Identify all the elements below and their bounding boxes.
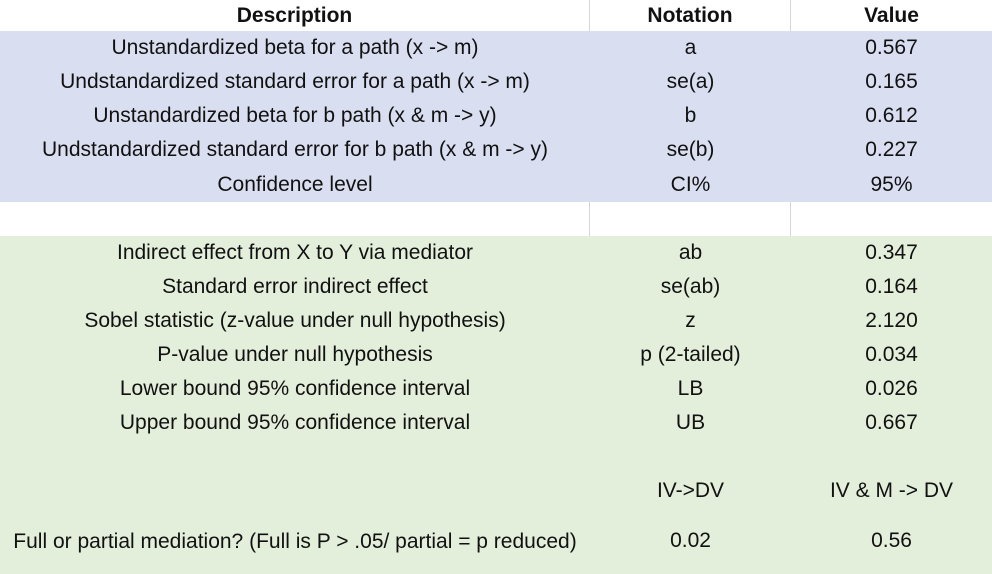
cell-value[interactable]: 0.347 — [865, 241, 918, 264]
cell-description[interactable]: Unstandardized beta for a path (x -> m) — [111, 36, 479, 59]
mediation-col-iv-m-dv-header[interactable]: IV & M -> DV — [829, 479, 954, 502]
empty-row — [0, 202, 992, 236]
empty-cell[interactable] — [0, 440, 590, 474]
table-row: Undstandardized standard error for b pat… — [0, 133, 992, 167]
table-row: Undstandardized standard error for a pat… — [0, 65, 992, 99]
empty-cell[interactable] — [0, 474, 590, 508]
table-row: Confidence level CI% 95% — [0, 167, 992, 202]
mediation-iv-m-dv-value[interactable]: 0.56 — [871, 529, 912, 552]
cell-description[interactable]: Indirect effect from X to Y via mediator — [116, 241, 473, 264]
cell-notation[interactable]: CI% — [670, 172, 711, 196]
cell-description[interactable]: Confidence level — [217, 172, 373, 196]
cell-notation[interactable]: b — [684, 104, 697, 127]
table-row: Sobel statistic (z-value under null hypo… — [0, 304, 992, 338]
cell-description[interactable]: Lower bound 95% confidence interval — [119, 377, 471, 400]
empty-cell[interactable] — [0, 202, 590, 236]
cell-description[interactable]: Upper bound 95% confidence interval — [119, 411, 471, 434]
table-row: Indirect effect from X to Y via mediator… — [0, 236, 992, 270]
cell-value[interactable]: 0.164 — [865, 275, 918, 298]
header-value[interactable]: Value — [864, 3, 919, 27]
cell-notation[interactable]: LB — [677, 377, 704, 400]
header-description[interactable]: Description — [0, 0, 590, 31]
mediation-iv-dv-value[interactable]: 0.02 — [670, 529, 711, 552]
cell-description[interactable]: Undstandardized standard error for a pat… — [60, 70, 530, 93]
cell-notation[interactable]: ab — [678, 241, 703, 264]
cell-value[interactable]: 0.026 — [865, 377, 918, 400]
cell-notation[interactable]: se(b) — [666, 138, 715, 161]
cell-description[interactable]: Standard error indirect effect — [162, 275, 428, 298]
table-row: Unstandardized beta for a path (x -> m) … — [0, 31, 992, 65]
mediation-header-row: IV->DV IV & M -> DV — [0, 474, 992, 508]
empty-cell[interactable] — [791, 202, 992, 236]
cell-description[interactable]: Sobel statistic (z-value under null hypo… — [84, 309, 506, 332]
cell-value[interactable]: 0.612 — [865, 104, 918, 127]
cell-value[interactable]: 0.667 — [865, 411, 918, 434]
cell-description[interactable]: Unstandardized beta for b path (x & m ->… — [93, 104, 497, 127]
cell-value[interactable]: 0.165 — [865, 70, 918, 93]
table-row: Standard error indirect effect se(ab) 0.… — [0, 270, 992, 304]
cell-notation[interactable]: z — [685, 309, 696, 332]
empty-cell[interactable] — [590, 440, 791, 474]
cell-notation[interactable]: p (2-tailed) — [640, 343, 741, 366]
cell-value[interactable]: 0.227 — [865, 138, 918, 161]
cell-notation[interactable]: a — [684, 36, 697, 59]
mediation-question[interactable]: Full or partial mediation? (Full is P > … — [13, 529, 577, 553]
header-notation[interactable]: Notation — [590, 0, 791, 31]
cell-notation[interactable]: UB — [675, 411, 706, 434]
mediation-row: Full or partial mediation? (Full is P > … — [0, 508, 992, 574]
mediation-col-iv-dv-header[interactable]: IV->DV — [656, 479, 725, 502]
empty-cell[interactable] — [590, 202, 791, 236]
header-row: Description Notation Value — [0, 0, 992, 31]
cell-value[interactable]: 0.034 — [865, 343, 918, 366]
table-row: Unstandardized beta for b path (x & m ->… — [0, 99, 992, 133]
table-row: Lower bound 95% confidence interval LB 0… — [0, 372, 992, 406]
cell-description[interactable]: Undstandardized standard error for b pat… — [42, 138, 548, 161]
cell-value[interactable]: 2.120 — [865, 309, 918, 332]
cell-value[interactable]: 95% — [870, 172, 913, 196]
cell-notation[interactable]: se(ab) — [660, 275, 721, 298]
empty-cell[interactable] — [791, 440, 992, 474]
blank-row — [0, 440, 992, 474]
cell-notation[interactable]: se(a) — [666, 70, 715, 93]
cell-description[interactable]: P-value under null hypothesis — [157, 343, 433, 366]
cell-value[interactable]: 0.567 — [865, 36, 918, 59]
table-row: P-value under null hypothesis p (2-taile… — [0, 338, 992, 372]
table-row: Upper bound 95% confidence interval UB 0… — [0, 406, 992, 440]
